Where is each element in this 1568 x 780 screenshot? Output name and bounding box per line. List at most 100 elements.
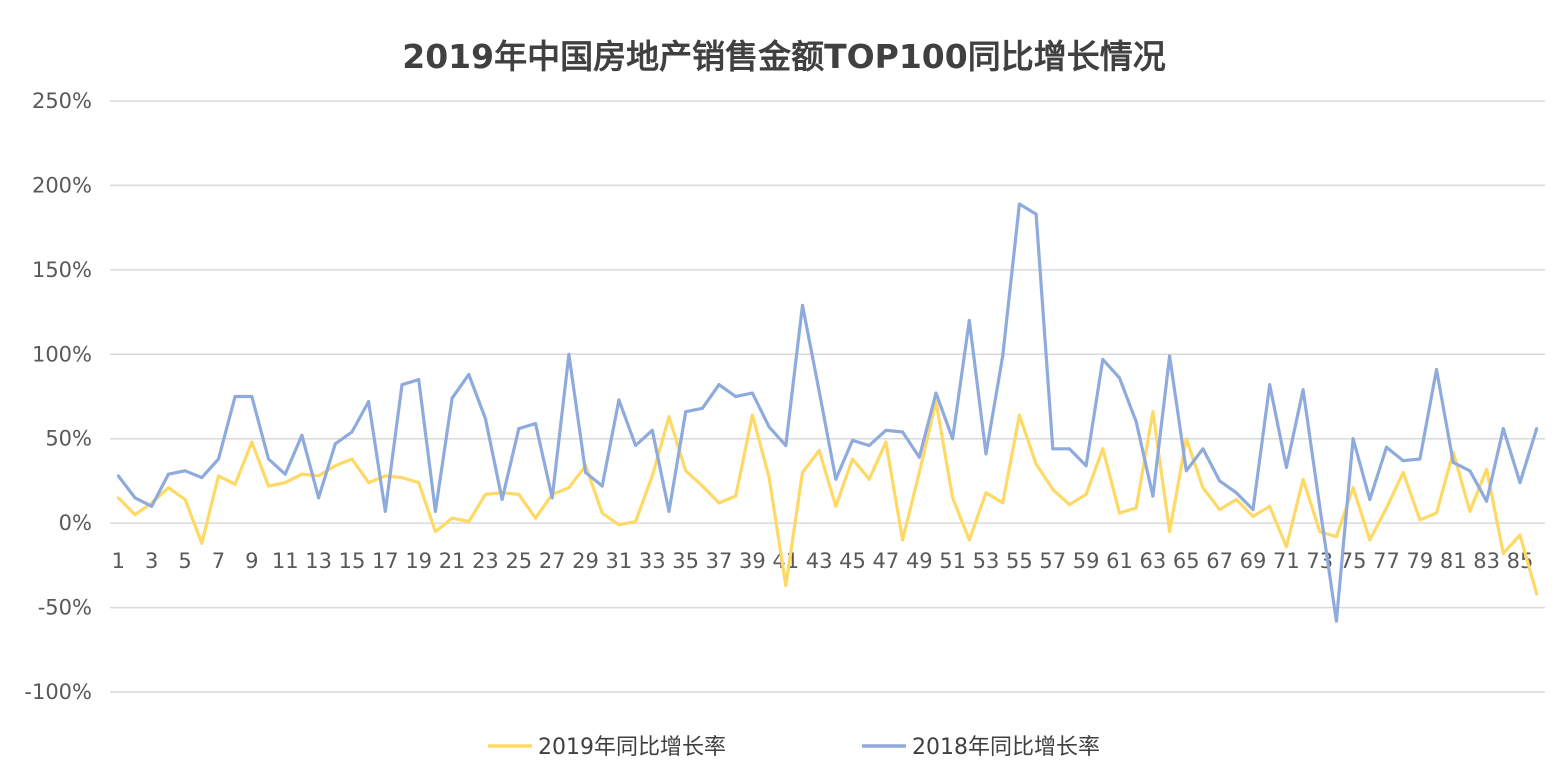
x-tick-label: 61 (1106, 549, 1133, 573)
data-point (717, 501, 721, 505)
data-point (1234, 491, 1238, 495)
data-point (1468, 509, 1472, 513)
data-point (333, 464, 337, 468)
data-point (851, 438, 855, 442)
data-point (500, 498, 504, 502)
data-point (767, 425, 771, 429)
legend-label: 2018年同比增长率 (912, 735, 1100, 760)
data-point (333, 442, 337, 446)
data-point (867, 443, 871, 447)
data-point (1518, 533, 1522, 537)
data-point (1334, 619, 1338, 623)
data-point (450, 396, 454, 400)
data-point (650, 474, 654, 478)
data-point (817, 389, 821, 393)
x-tick-label: 71 (1273, 549, 1300, 573)
data-point (834, 504, 838, 508)
data-point (851, 457, 855, 461)
x-tick-label: 29 (572, 549, 599, 573)
data-point (1234, 498, 1238, 502)
data-point (600, 484, 604, 488)
data-point (1084, 464, 1088, 468)
data-point (634, 443, 638, 447)
data-point (817, 449, 821, 453)
data-point (1151, 494, 1155, 498)
data-point (533, 422, 537, 426)
data-point (617, 398, 621, 402)
data-point (1067, 503, 1071, 507)
x-tick-label: 7 (212, 549, 225, 573)
data-point (784, 584, 788, 588)
data-point (1518, 481, 1522, 485)
data-point (717, 383, 721, 387)
data-point (183, 469, 187, 473)
data-point (901, 538, 905, 542)
legend-label: 2019年同比增长率 (538, 735, 726, 760)
x-tick-label: 45 (839, 549, 866, 573)
data-point (433, 530, 437, 534)
data-point (884, 440, 888, 444)
data-point (1168, 354, 1172, 358)
data-point (951, 437, 955, 441)
data-point (1501, 427, 1505, 431)
data-point (216, 457, 220, 461)
y-tick-label: -100% (24, 680, 92, 704)
data-point (133, 513, 137, 517)
data-point (984, 452, 988, 456)
x-tick-label: 9 (245, 549, 258, 573)
data-point (750, 413, 754, 417)
data-point (634, 519, 638, 523)
data-point (467, 373, 471, 377)
data-point (1284, 545, 1288, 549)
data-point (1268, 383, 1272, 387)
data-point (1034, 462, 1038, 466)
data-point (1051, 447, 1055, 451)
chart-title: 2019年中国房地产销售金额TOP100同比增长情况 (402, 37, 1166, 76)
data-point (1485, 499, 1489, 503)
x-tick-label: 59 (1073, 549, 1100, 573)
data-point (1218, 479, 1222, 483)
data-point (1184, 437, 1188, 441)
data-point (1401, 470, 1405, 474)
data-point (1301, 388, 1305, 392)
data-point (1118, 511, 1122, 515)
data-point (383, 509, 387, 513)
data-point (367, 481, 371, 485)
series-line-2018 (117, 202, 1539, 623)
series-line-2019 (117, 400, 1539, 595)
data-point (1435, 367, 1439, 371)
data-point (1318, 530, 1322, 534)
data-point (283, 472, 287, 476)
data-point (1418, 457, 1422, 461)
data-point (1368, 538, 1372, 542)
data-point (567, 486, 571, 490)
data-point (1451, 460, 1455, 464)
data-point (1017, 413, 1021, 417)
data-point (1134, 420, 1138, 424)
data-point (317, 474, 321, 478)
data-point (1468, 469, 1472, 473)
data-point (367, 400, 371, 404)
data-point (567, 352, 571, 356)
x-tick-label: 21 (439, 549, 466, 573)
x-tick-label: 31 (606, 549, 633, 573)
x-tick-label: 49 (906, 549, 933, 573)
data-point (166, 472, 170, 476)
data-point (417, 378, 421, 382)
data-point (233, 482, 237, 486)
data-point (1051, 487, 1055, 491)
data-point (150, 504, 154, 508)
data-point (1435, 511, 1439, 515)
data-point (166, 486, 170, 490)
data-point (400, 476, 404, 480)
data-point (1034, 212, 1038, 216)
data-point (433, 509, 437, 513)
data-point (700, 484, 704, 488)
x-tick-label: 69 (1240, 549, 1267, 573)
data-point (300, 472, 304, 476)
x-tick-label: 3 (145, 549, 158, 573)
data-point (350, 457, 354, 461)
data-point (867, 477, 871, 481)
data-point (901, 430, 905, 434)
